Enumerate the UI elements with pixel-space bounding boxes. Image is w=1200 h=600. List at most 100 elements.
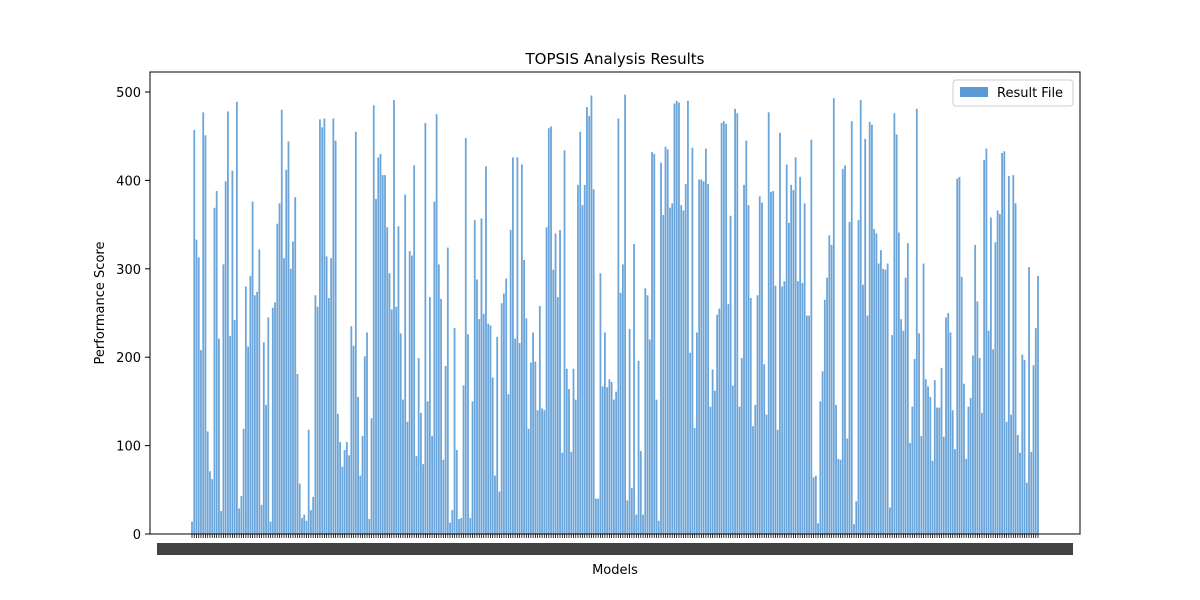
bar — [1025, 482, 1028, 534]
bar — [877, 263, 880, 534]
bar — [794, 157, 797, 535]
bar — [642, 514, 644, 534]
bar — [619, 292, 622, 534]
bar — [592, 189, 595, 535]
bar — [653, 153, 656, 534]
bar — [507, 394, 510, 534]
bar — [821, 371, 824, 534]
bar — [536, 410, 539, 534]
bar — [702, 181, 705, 534]
bar — [476, 279, 478, 534]
bar — [637, 360, 640, 534]
bar — [269, 521, 272, 534]
bar — [967, 406, 970, 534]
bar — [693, 427, 696, 534]
bar — [478, 319, 481, 534]
bar — [976, 301, 979, 534]
bar — [895, 134, 898, 534]
bar — [770, 191, 772, 534]
bar — [543, 410, 546, 534]
bar — [866, 315, 869, 534]
bar — [523, 259, 526, 534]
bar — [610, 381, 613, 534]
bar — [341, 466, 344, 534]
bar — [754, 404, 757, 534]
bar — [516, 157, 519, 535]
bar — [792, 190, 795, 534]
bar — [545, 227, 548, 534]
bar — [424, 122, 427, 534]
chart-title: TOPSIS Analysis Results — [525, 50, 705, 68]
bar — [368, 518, 371, 534]
bar — [397, 226, 400, 534]
bar — [853, 524, 855, 534]
bar — [1001, 153, 1003, 534]
bar — [945, 317, 947, 534]
bar — [1016, 434, 1019, 534]
bar — [814, 475, 817, 534]
bar — [871, 124, 873, 535]
bar — [772, 191, 775, 534]
bar — [1005, 421, 1008, 534]
bar — [274, 302, 276, 534]
bar — [527, 428, 530, 534]
bar — [512, 157, 514, 535]
legend-box — [952, 79, 1074, 107]
bar — [305, 520, 308, 534]
bar — [204, 135, 207, 534]
bar — [671, 203, 674, 534]
bar — [938, 407, 941, 534]
bar — [330, 258, 333, 534]
bar — [963, 383, 965, 534]
bar — [893, 113, 896, 534]
bar — [529, 362, 532, 534]
bar — [803, 203, 806, 534]
bar — [251, 201, 254, 534]
bar — [691, 147, 694, 534]
bar — [725, 123, 727, 534]
bar — [301, 518, 303, 534]
bar — [859, 99, 862, 535]
bar — [496, 336, 499, 534]
bar — [900, 319, 903, 534]
bar — [911, 406, 914, 534]
bar — [949, 332, 952, 534]
bar — [906, 243, 909, 534]
bar — [749, 297, 752, 534]
bar — [570, 451, 573, 534]
bar — [565, 368, 568, 534]
bar — [211, 479, 214, 534]
bar — [415, 456, 418, 534]
bar — [956, 178, 959, 534]
bar — [283, 258, 285, 534]
bar — [660, 162, 662, 534]
bar — [630, 488, 633, 534]
bar — [197, 257, 200, 534]
bar — [460, 518, 463, 534]
bar — [440, 298, 442, 534]
bar — [505, 278, 508, 534]
bar — [666, 149, 669, 534]
bar — [929, 396, 932, 534]
x-tick-labels-overlap — [157, 543, 1073, 555]
bar — [390, 309, 393, 534]
bar — [776, 429, 779, 534]
bar — [889, 507, 891, 534]
bar — [635, 514, 638, 534]
bar — [745, 140, 748, 534]
bar — [682, 210, 685, 534]
bar — [354, 131, 357, 534]
y-ticks-layer: 0 100 200 300 400 500 — [116, 86, 150, 543]
bar — [556, 297, 559, 534]
bar — [736, 113, 739, 534]
bar — [404, 194, 407, 535]
bar — [698, 179, 701, 534]
bar — [422, 464, 425, 534]
bar — [464, 137, 467, 534]
bar — [381, 175, 384, 534]
bar — [855, 501, 858, 534]
bar — [307, 429, 310, 534]
bar — [386, 227, 389, 534]
